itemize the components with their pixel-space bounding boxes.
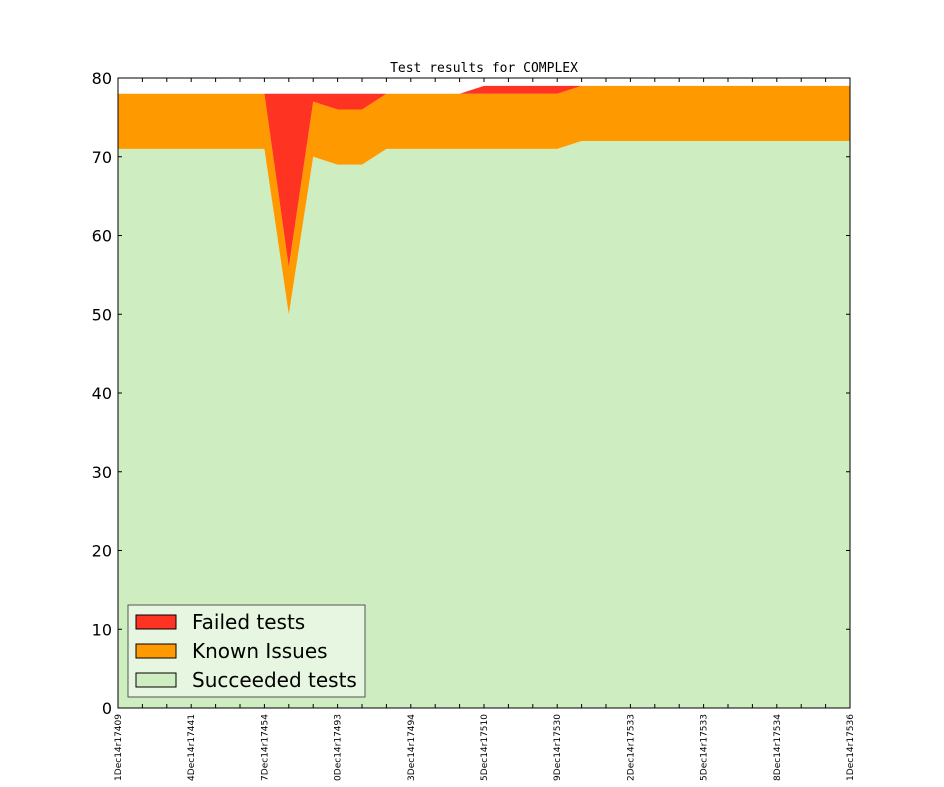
x-axis: 1Dec14r17409 4Dec14r17441 7Dec14r17454 0Dec… — [114, 78, 856, 781]
legend-label-known-issues: Known Issues — [192, 639, 328, 663]
xtick-label: 1Dec14r17536 — [846, 714, 856, 781]
ytick-label: 60 — [92, 227, 112, 246]
legend-swatch-failed-tests — [135, 614, 177, 630]
ytick-label: 0 — [102, 699, 112, 718]
xtick-label: 9Dec14r17530 — [553, 714, 563, 781]
ytick-label: 10 — [92, 620, 112, 639]
legend-label-failed-tests: Failed tests — [192, 610, 305, 634]
xtick-label: 8Dec14r17534 — [773, 714, 783, 781]
xtick-label: 7Dec14r17454 — [260, 714, 270, 781]
ytick-label: 80 — [92, 69, 112, 88]
legend-swatch-succeeded-tests — [135, 672, 177, 688]
chart-title: Test results for COMPLEX — [390, 61, 578, 76]
ytick-label: 30 — [92, 463, 112, 482]
area-failed-tests — [118, 85, 850, 267]
legend: Failed tests Known Issues Succeeded tests — [127, 604, 366, 698]
areas-layer — [118, 85, 850, 708]
y-axis: 0 10 20 30 40 50 60 70 80 — [92, 69, 850, 718]
ytick-label: 50 — [92, 305, 112, 324]
legend-label-succeeded-tests: Succeeded tests — [192, 668, 357, 692]
ytick-label: 20 — [92, 542, 112, 561]
xtick-label: 2Dec14r17533 — [626, 714, 636, 781]
ytick-label: 70 — [92, 148, 112, 167]
ytick-label: 40 — [92, 384, 112, 403]
xtick-label: 1Dec14r17409 — [114, 714, 124, 781]
area-known-issues — [118, 85, 850, 315]
xtick-label: 5Dec14r17533 — [700, 714, 710, 781]
legend-swatch-known-issues — [135, 643, 177, 659]
xtick-label: 0Dec14r17493 — [334, 714, 344, 781]
xtick-label: 3Dec14r17494 — [407, 714, 417, 781]
area-succeeded-tests — [118, 141, 850, 708]
xtick-label: 4Dec14r17441 — [187, 714, 197, 781]
xtick-label: 5Dec14r17510 — [480, 714, 490, 781]
